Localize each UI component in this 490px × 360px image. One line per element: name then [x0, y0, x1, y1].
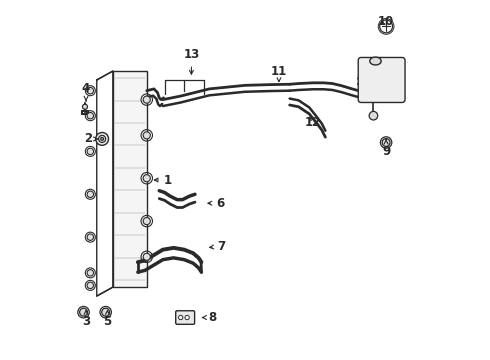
- FancyBboxPatch shape: [176, 311, 195, 324]
- Circle shape: [143, 217, 150, 225]
- Circle shape: [98, 135, 106, 143]
- FancyBboxPatch shape: [358, 58, 405, 103]
- Circle shape: [143, 96, 150, 103]
- Circle shape: [82, 104, 88, 109]
- Circle shape: [87, 148, 94, 155]
- Circle shape: [87, 270, 94, 276]
- Text: 13: 13: [183, 49, 199, 74]
- Bar: [113, 71, 147, 287]
- Text: 4: 4: [82, 82, 90, 101]
- Text: 9: 9: [382, 139, 390, 158]
- Text: 6: 6: [208, 197, 224, 210]
- Text: 8: 8: [202, 311, 217, 324]
- Circle shape: [87, 234, 94, 240]
- Circle shape: [100, 138, 103, 140]
- Circle shape: [102, 308, 110, 316]
- Text: 11: 11: [271, 64, 287, 82]
- Text: 2: 2: [84, 132, 98, 145]
- Text: 3: 3: [82, 311, 90, 328]
- Circle shape: [87, 87, 94, 94]
- Circle shape: [96, 132, 109, 145]
- Circle shape: [143, 253, 150, 260]
- Circle shape: [87, 112, 94, 119]
- Circle shape: [143, 132, 150, 139]
- Circle shape: [79, 308, 88, 316]
- Text: 1: 1: [154, 174, 172, 186]
- Ellipse shape: [370, 57, 381, 65]
- Circle shape: [369, 111, 378, 120]
- Text: 10: 10: [378, 14, 394, 27]
- Text: 7: 7: [210, 240, 226, 253]
- Circle shape: [87, 191, 94, 198]
- Circle shape: [382, 139, 390, 147]
- Circle shape: [87, 282, 94, 289]
- Circle shape: [185, 315, 189, 320]
- Circle shape: [178, 315, 183, 320]
- Text: 5: 5: [103, 311, 112, 328]
- Circle shape: [143, 175, 150, 182]
- Text: 12: 12: [305, 116, 321, 129]
